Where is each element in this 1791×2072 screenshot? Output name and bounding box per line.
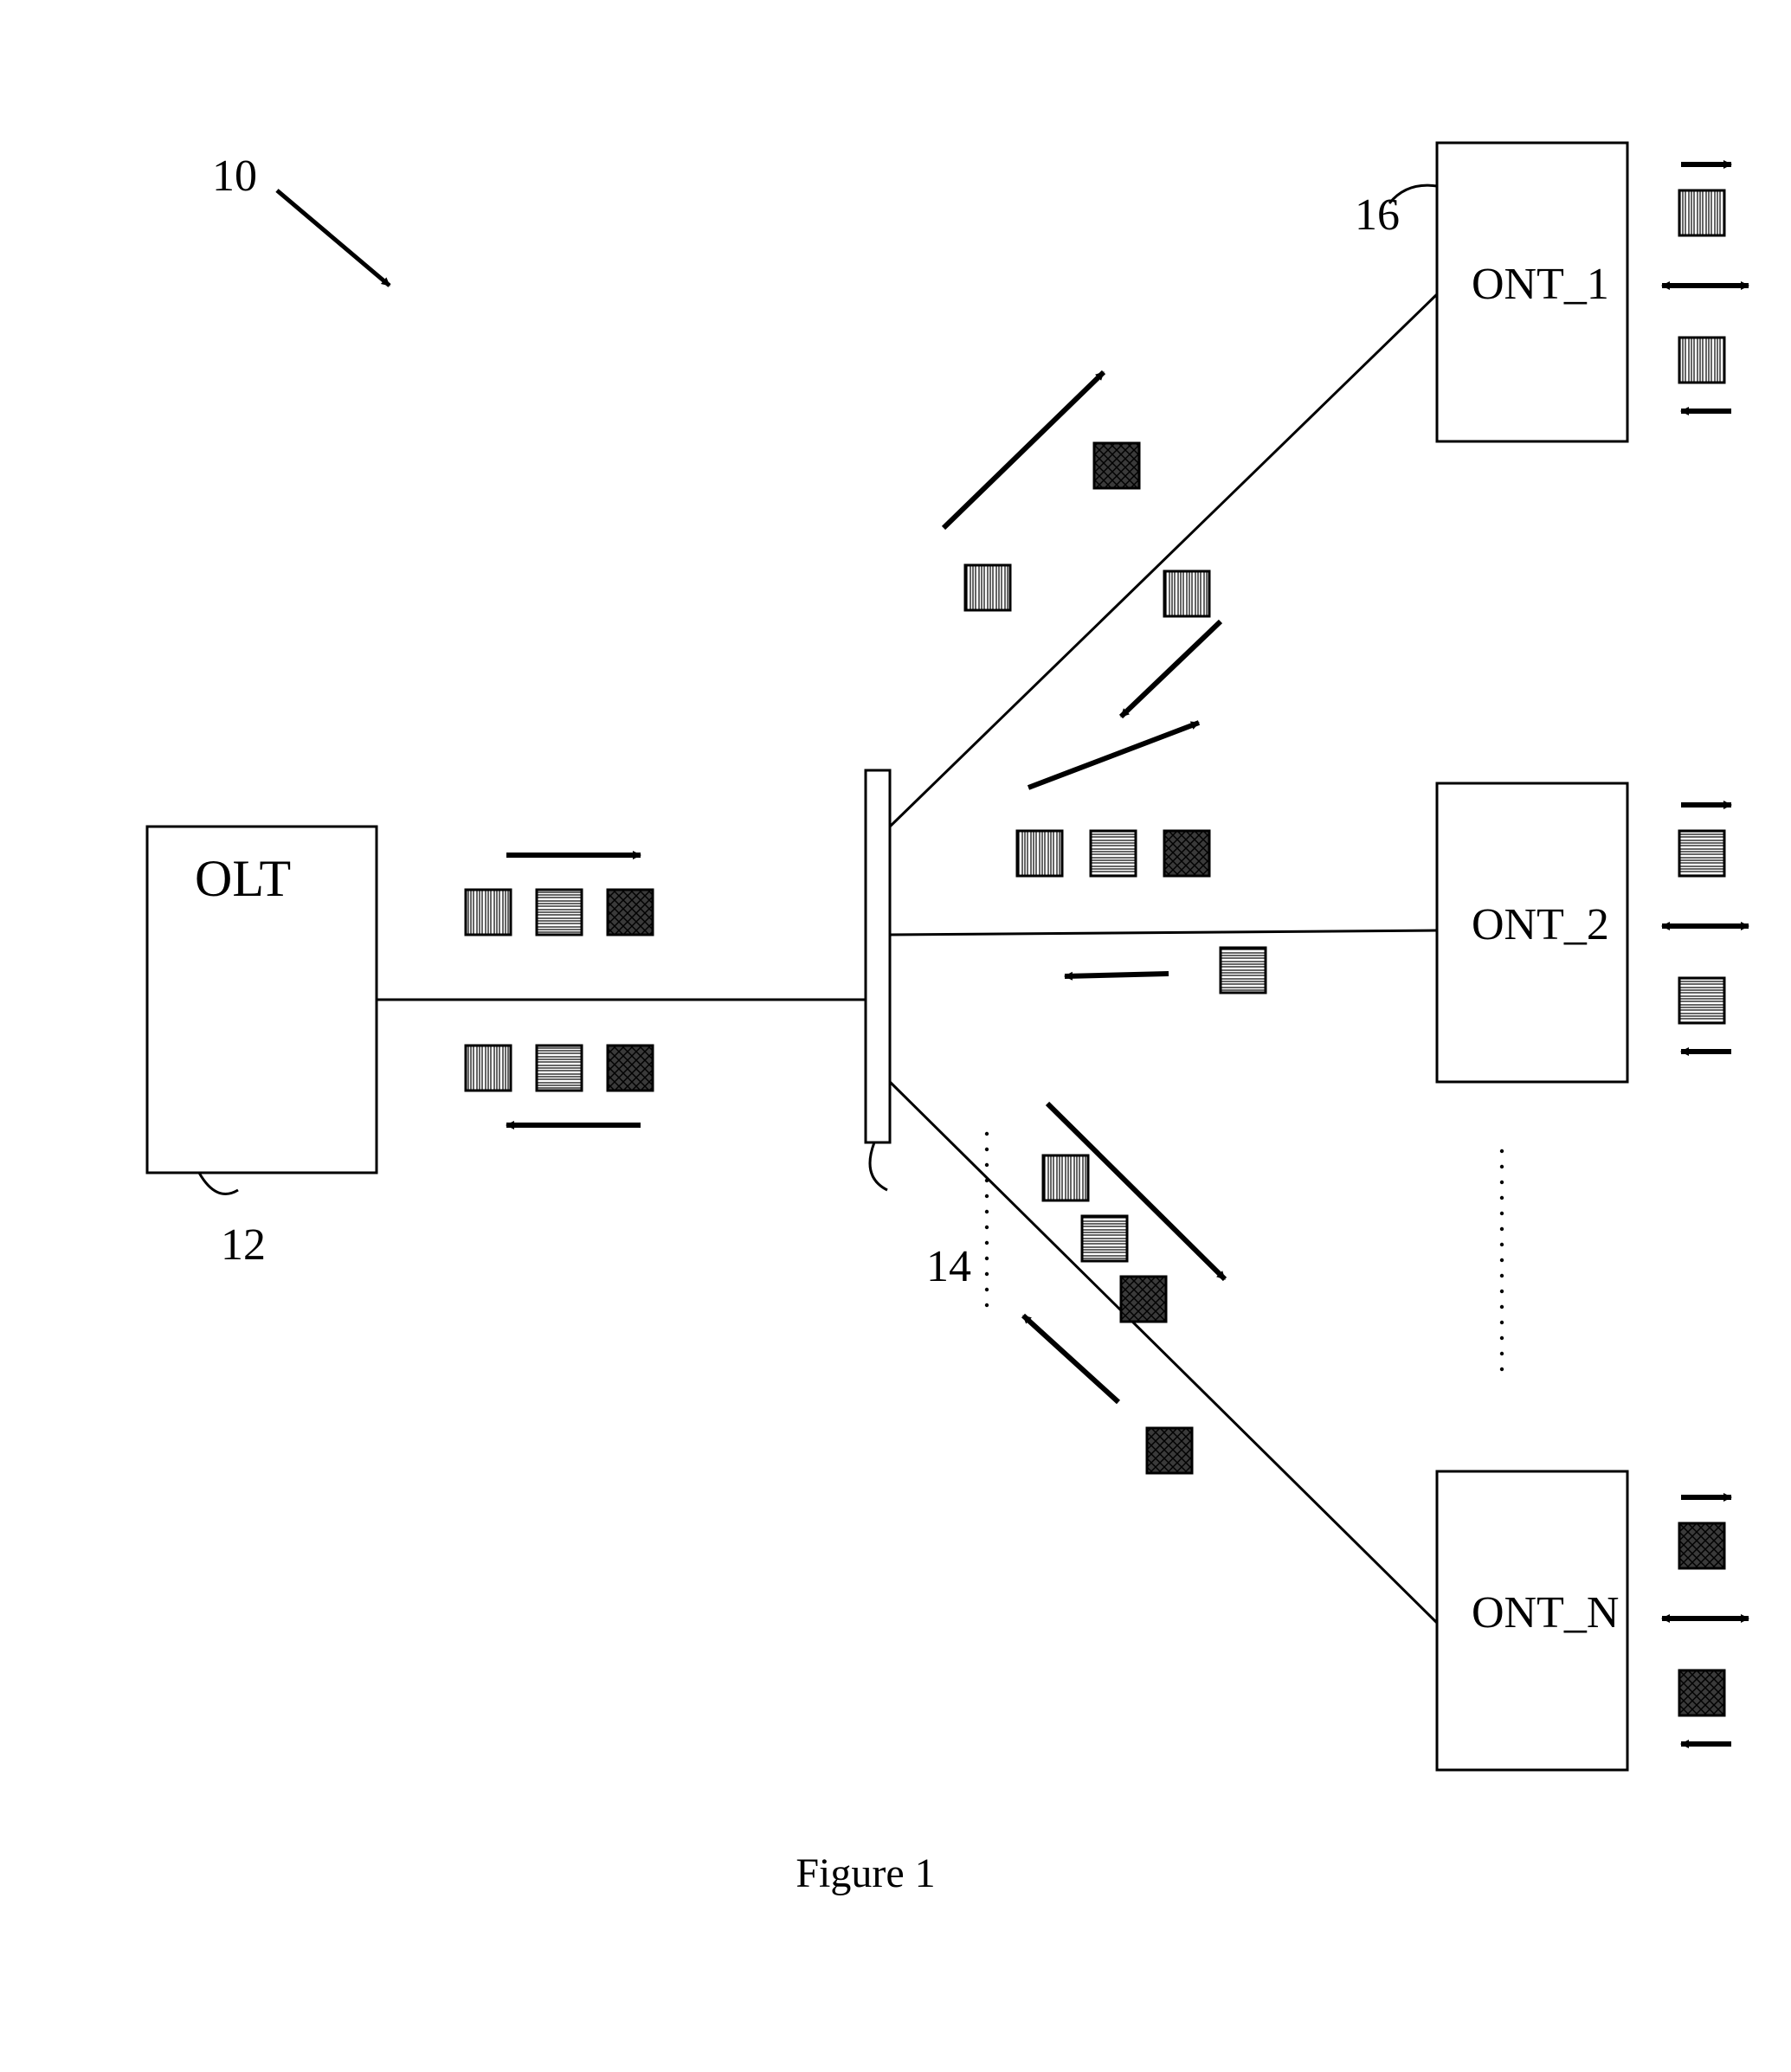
ellipsis-dot (1500, 1181, 1504, 1184)
ellipsis-dot (1500, 1243, 1504, 1246)
figure-caption: Figure 1 (796, 1850, 935, 1896)
ellipsis-dot (985, 1163, 989, 1167)
ellipsis-dot (985, 1194, 989, 1198)
packet-h (1091, 831, 1136, 876)
flow-arrow (1121, 621, 1221, 717)
ellipsis-dot (985, 1272, 989, 1276)
packet-v (466, 890, 511, 935)
ellipsis-dot (985, 1241, 989, 1245)
ellipsis-dot (1500, 1367, 1504, 1371)
packet-d (1164, 831, 1209, 876)
ellipsis-dot (985, 1226, 989, 1229)
label-ont1: ONT_1 (1472, 260, 1609, 309)
packet-v (466, 1046, 511, 1091)
ellipsis-dot (985, 1257, 989, 1260)
packet-v (1679, 338, 1724, 383)
label-system-10: 10 (212, 151, 257, 201)
packet-d (1094, 443, 1139, 488)
fiber-to_ont1 (890, 294, 1437, 827)
ellipsis-dot (985, 1303, 989, 1307)
flow-arrow (1028, 723, 1199, 788)
ellipsis-dot (1500, 1258, 1504, 1262)
packet-h (1221, 948, 1266, 993)
label-olt-ref-12: 12 (221, 1220, 266, 1270)
packet-d (1121, 1277, 1166, 1322)
label-ontN: ONT_N (1472, 1588, 1619, 1638)
label-ont2: ONT_2 (1472, 900, 1609, 949)
splitter-box (866, 770, 890, 1142)
ellipsis-dot (1500, 1212, 1504, 1215)
flow-arrow (944, 372, 1104, 528)
packet-h (1082, 1216, 1127, 1261)
ellipsis-dot (1500, 1149, 1504, 1153)
system-ref-arrow (277, 190, 390, 286)
packet-v (965, 565, 1010, 610)
ellipsis-dot (1500, 1290, 1504, 1293)
ellipsis-dot (1500, 1196, 1504, 1200)
packet-h (537, 890, 582, 935)
flow-arrow (1023, 1316, 1118, 1402)
ellipsis-dot (1500, 1352, 1504, 1355)
packet-v (1017, 831, 1062, 876)
ellipsis-dot (1500, 1336, 1504, 1340)
ellipsis-dot (1500, 1274, 1504, 1277)
packet-d (1679, 1670, 1724, 1715)
ellipsis-dot (1500, 1305, 1504, 1309)
packet-d (1679, 1523, 1724, 1568)
ellipsis-dot (985, 1288, 989, 1291)
packet-d (1147, 1428, 1192, 1473)
ellipsis-dot (1500, 1165, 1504, 1168)
packet-v (1679, 190, 1724, 235)
label-ont1-ref-16: 16 (1355, 190, 1400, 240)
ref-tick-olt (199, 1173, 238, 1194)
packet-v (1164, 571, 1209, 616)
ellipsis-dot (985, 1148, 989, 1151)
flow-arrow (1065, 974, 1169, 976)
packet-h (1679, 978, 1724, 1023)
packet-v (1043, 1155, 1088, 1200)
packet-d (608, 890, 653, 935)
ref-tick-split (870, 1142, 887, 1190)
ellipsis-dot (1500, 1321, 1504, 1324)
fiber-to_ontN (890, 1082, 1437, 1623)
fiber-to_ont2 (890, 930, 1437, 935)
label-olt: OLT (195, 850, 291, 907)
ellipsis-dot (985, 1132, 989, 1136)
packet-h (537, 1046, 582, 1091)
packet-h (1679, 831, 1724, 876)
label-splitter-ref-14: 14 (926, 1242, 971, 1291)
packet-d (608, 1046, 653, 1091)
ellipsis-dot (985, 1210, 989, 1213)
ellipsis-dot (985, 1179, 989, 1182)
figure-canvas: 10 OLT 12 14 ONT_1 16 ONT_2 ONT_N Figure 1 (0, 0, 1791, 2072)
ellipsis-dot (1500, 1227, 1504, 1231)
